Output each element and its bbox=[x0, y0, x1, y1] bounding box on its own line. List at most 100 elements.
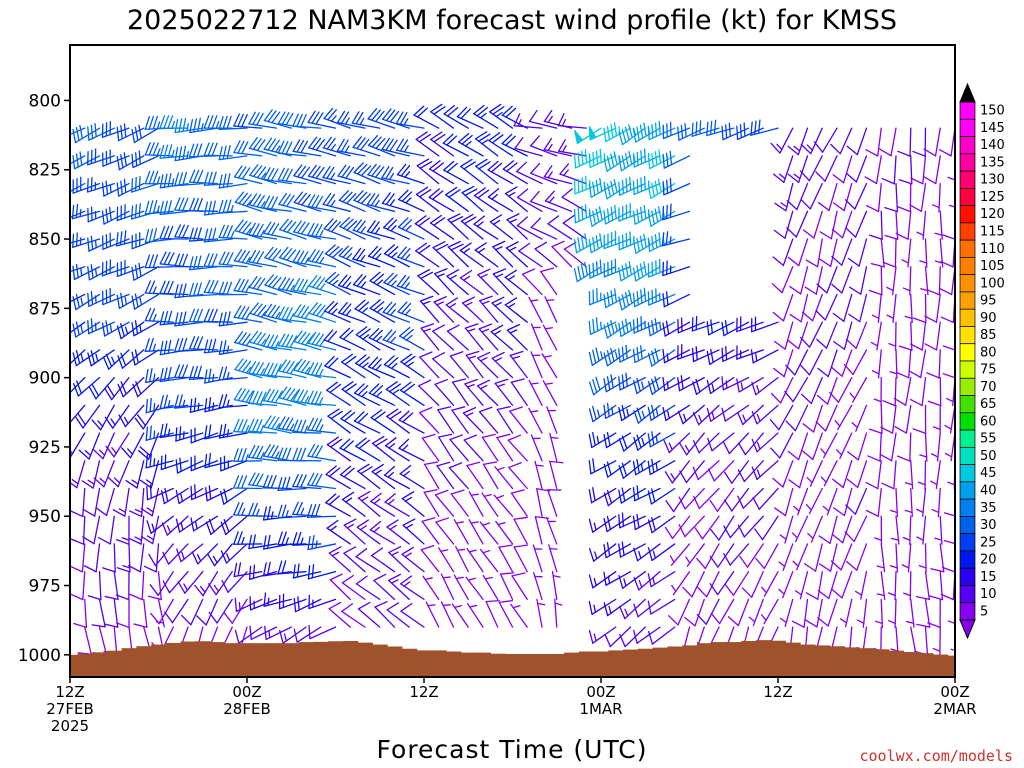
barb-flag bbox=[167, 200, 172, 215]
barb-half-flag bbox=[947, 481, 955, 486]
barb-half-flag bbox=[554, 602, 563, 606]
barb-flag bbox=[277, 477, 283, 492]
barb-half-flag bbox=[387, 498, 395, 505]
barb-flag bbox=[307, 164, 317, 177]
barb-flag bbox=[897, 150, 911, 157]
barb-flag bbox=[149, 484, 152, 499]
barb-flag bbox=[266, 167, 275, 181]
barb-shaft bbox=[935, 321, 941, 351]
barb-flag bbox=[435, 517, 450, 523]
barb-shaft bbox=[694, 598, 705, 627]
barb-flag bbox=[651, 404, 656, 419]
wind-barb bbox=[292, 563, 322, 579]
barb-flag bbox=[389, 410, 402, 420]
barb-flag bbox=[356, 248, 366, 261]
barb-flag bbox=[665, 152, 669, 168]
wind-barb bbox=[721, 376, 750, 391]
barb-shaft bbox=[516, 225, 543, 240]
barb-flag bbox=[296, 563, 300, 578]
wind-barb bbox=[277, 560, 307, 575]
barb-shaft bbox=[157, 571, 174, 596]
barb-shaft bbox=[895, 182, 899, 213]
barb-shaft bbox=[216, 598, 233, 624]
barb-flag bbox=[942, 373, 955, 379]
wind-barb bbox=[397, 217, 425, 240]
barb-flag bbox=[193, 397, 197, 413]
wind-barb bbox=[903, 571, 912, 601]
barb-flag bbox=[684, 123, 687, 138]
wind-barb bbox=[279, 218, 307, 240]
barb-flag bbox=[300, 305, 310, 319]
barb-half-flag bbox=[171, 120, 176, 129]
barb-flag bbox=[75, 203, 79, 219]
barb-half-flag bbox=[876, 593, 885, 597]
wind-barb bbox=[146, 515, 174, 534]
barb-half-flag bbox=[440, 549, 449, 552]
barb-flag bbox=[75, 349, 81, 365]
barb-flag bbox=[119, 231, 123, 246]
barb-half-flag bbox=[181, 551, 185, 560]
barb-flag bbox=[146, 520, 152, 534]
wind-barb bbox=[530, 351, 543, 379]
barb-flag bbox=[434, 268, 448, 275]
wind-barb bbox=[804, 543, 823, 572]
barb-half-flag bbox=[84, 449, 92, 456]
barb-flag bbox=[90, 264, 94, 279]
barb-flag bbox=[98, 537, 111, 545]
barb-flag bbox=[636, 179, 639, 194]
barb-flag bbox=[144, 338, 150, 352]
barb-half-flag bbox=[756, 384, 760, 393]
barb-half-flag bbox=[756, 469, 761, 478]
barb-shaft bbox=[536, 488, 543, 517]
barb-flag bbox=[178, 253, 185, 268]
barb-shaft bbox=[357, 608, 381, 628]
barb-shaft bbox=[93, 515, 101, 545]
barb-flag bbox=[241, 448, 247, 462]
barb-shaft bbox=[496, 436, 514, 462]
wind-barb bbox=[706, 376, 735, 395]
wind-barb bbox=[159, 173, 189, 189]
barb-flag bbox=[667, 615, 679, 626]
barb-flag bbox=[633, 629, 638, 644]
barb-flag bbox=[621, 462, 628, 477]
barb-half-flag bbox=[422, 328, 431, 332]
barb-flag bbox=[311, 535, 315, 550]
barb-flag bbox=[882, 400, 896, 407]
wind-barb bbox=[433, 296, 455, 323]
wind-barb bbox=[339, 465, 366, 490]
wind-barb bbox=[440, 573, 455, 601]
barb-flag bbox=[148, 170, 155, 185]
wind-barb bbox=[477, 351, 499, 379]
wind-barb bbox=[87, 571, 102, 601]
barb-flag bbox=[149, 397, 152, 413]
colorbar-swatch bbox=[959, 170, 976, 189]
barb-half-flag bbox=[655, 462, 658, 472]
barb-flag bbox=[131, 178, 134, 193]
wind-barb bbox=[432, 324, 455, 351]
wind-barb bbox=[293, 191, 322, 212]
barb-flag bbox=[625, 344, 628, 360]
terrain-column bbox=[947, 655, 955, 677]
wind-barb bbox=[382, 329, 410, 351]
barb-half-flag bbox=[318, 424, 324, 432]
barb-flag bbox=[330, 221, 342, 233]
barb-flag bbox=[116, 622, 130, 629]
barb-flag bbox=[940, 593, 955, 601]
barb-flag bbox=[238, 359, 248, 372]
barb-flag bbox=[292, 447, 299, 462]
barb-flag bbox=[353, 383, 365, 394]
wind-barb bbox=[262, 388, 292, 407]
wind-barb bbox=[800, 127, 823, 155]
barb-flag bbox=[534, 241, 548, 250]
barb-half-flag bbox=[666, 381, 669, 390]
wind-barb bbox=[341, 574, 366, 601]
barb-flag bbox=[678, 524, 686, 538]
barb-flag bbox=[131, 153, 134, 169]
y-tick-label: 900 bbox=[29, 369, 61, 389]
wind-barb bbox=[509, 406, 528, 434]
barb-half-flag bbox=[640, 463, 644, 472]
terrain-column bbox=[888, 650, 904, 677]
wind-barb bbox=[191, 543, 219, 565]
barb-flag bbox=[188, 169, 196, 183]
barb-flag bbox=[104, 387, 113, 401]
